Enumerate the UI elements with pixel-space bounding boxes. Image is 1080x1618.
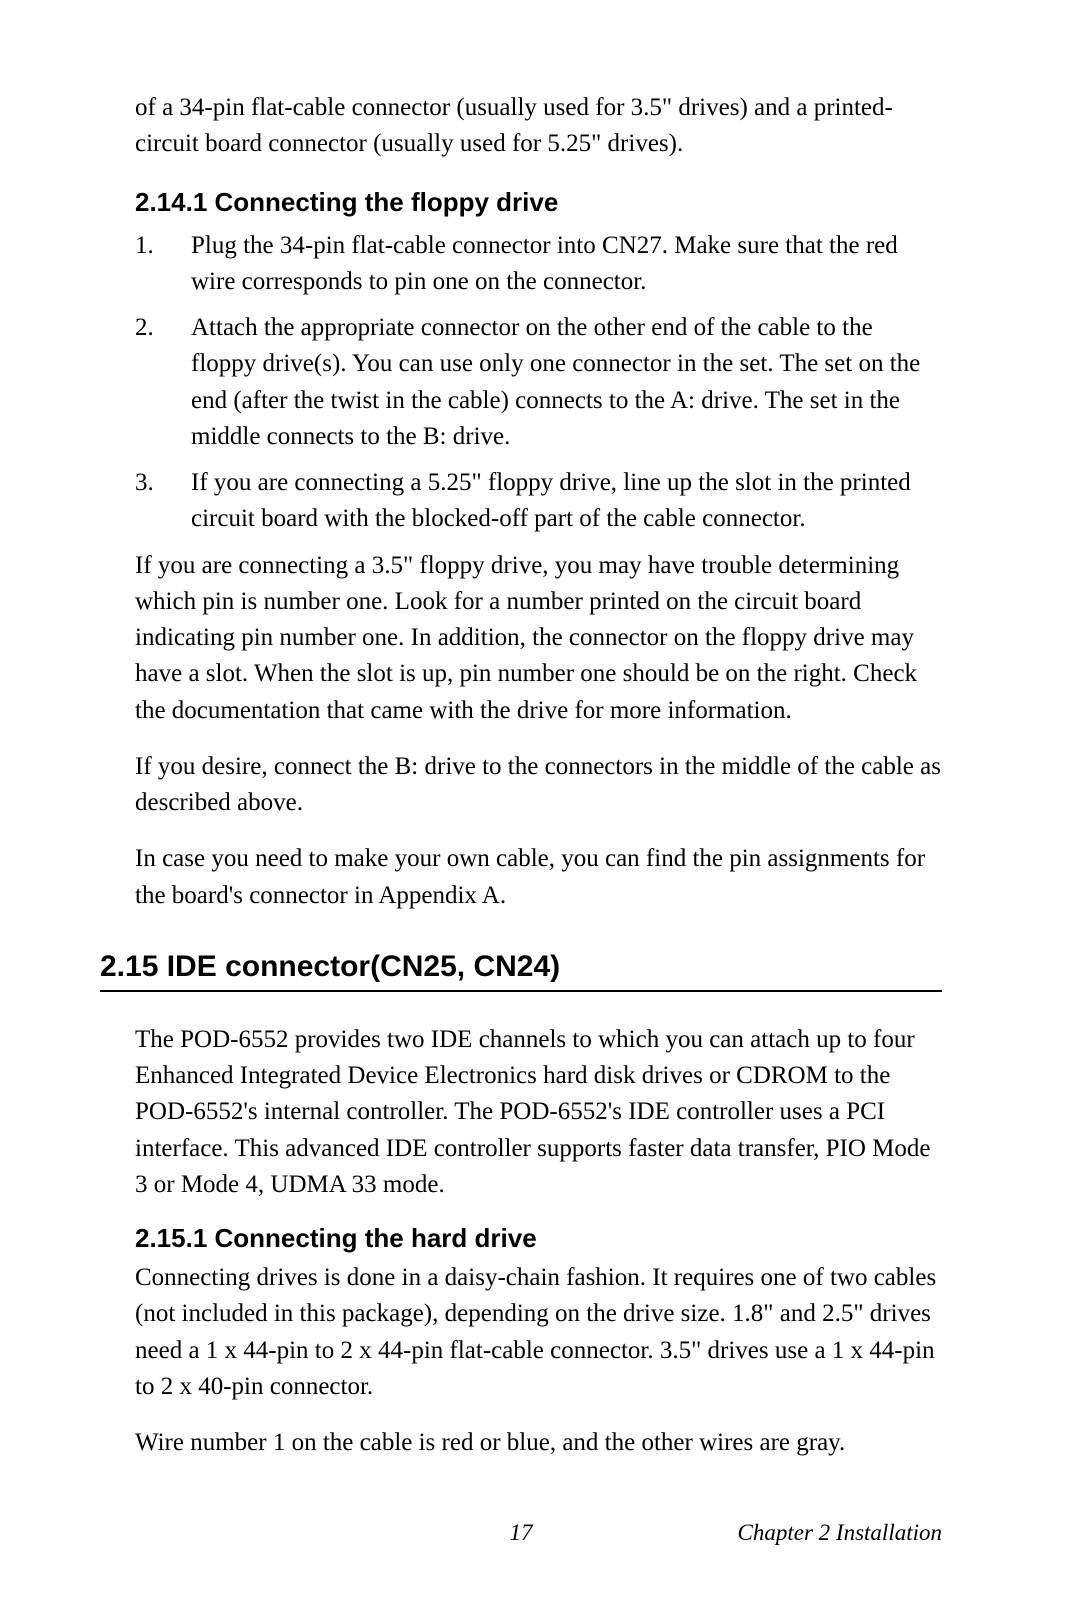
ordered-list-floppy: 1. Plug the 34-pin flat-cable connector … (135, 228, 942, 538)
list-text: Attach the appropriate connector on the … (191, 310, 942, 455)
page-footer: 17 Chapter 2 Installation (100, 1520, 942, 1546)
paragraph-hd-2: Wire number 1 on the cable is red or blu… (135, 1425, 942, 1461)
list-number: 2. (135, 310, 191, 455)
heading-2-15-1: 2.15.1 Connecting the hard drive (135, 1223, 942, 1254)
paragraph-floppy-1: If you are connecting a 3.5" floppy driv… (135, 548, 942, 729)
heading-2-15: 2.15 IDE connector(CN25, CN24) (100, 950, 942, 984)
list-item: 1. Plug the 34-pin flat-cable connector … (135, 228, 942, 301)
heading-2-14-1: 2.14.1 Connecting the floppy drive (135, 187, 942, 218)
page-number: 17 (510, 1520, 533, 1546)
paragraph-hd-1: Connecting drives is done in a daisy-cha… (135, 1260, 942, 1405)
section-heading-wrap: 2.15 IDE connector(CN25, CN24) (100, 950, 942, 992)
list-number: 1. (135, 228, 191, 301)
list-number: 3. (135, 465, 191, 538)
chapter-label: Chapter 2 Installation (738, 1520, 942, 1546)
list-item: 3. If you are connecting a 5.25" floppy … (135, 465, 942, 538)
list-text: If you are connecting a 5.25" floppy dri… (191, 465, 942, 538)
paragraph-ide-1: The POD-6552 provides two IDE channels t… (135, 1022, 942, 1203)
list-item: 2. Attach the appropriate connector on t… (135, 310, 942, 455)
intro-paragraph: of a 34-pin flat-cable connector (usuall… (135, 90, 942, 163)
paragraph-floppy-2: If you desire, connect the B: drive to t… (135, 749, 942, 822)
paragraph-floppy-3: In case you need to make your own cable,… (135, 841, 942, 914)
list-text: Plug the 34-pin flat-cable connector int… (191, 228, 942, 301)
